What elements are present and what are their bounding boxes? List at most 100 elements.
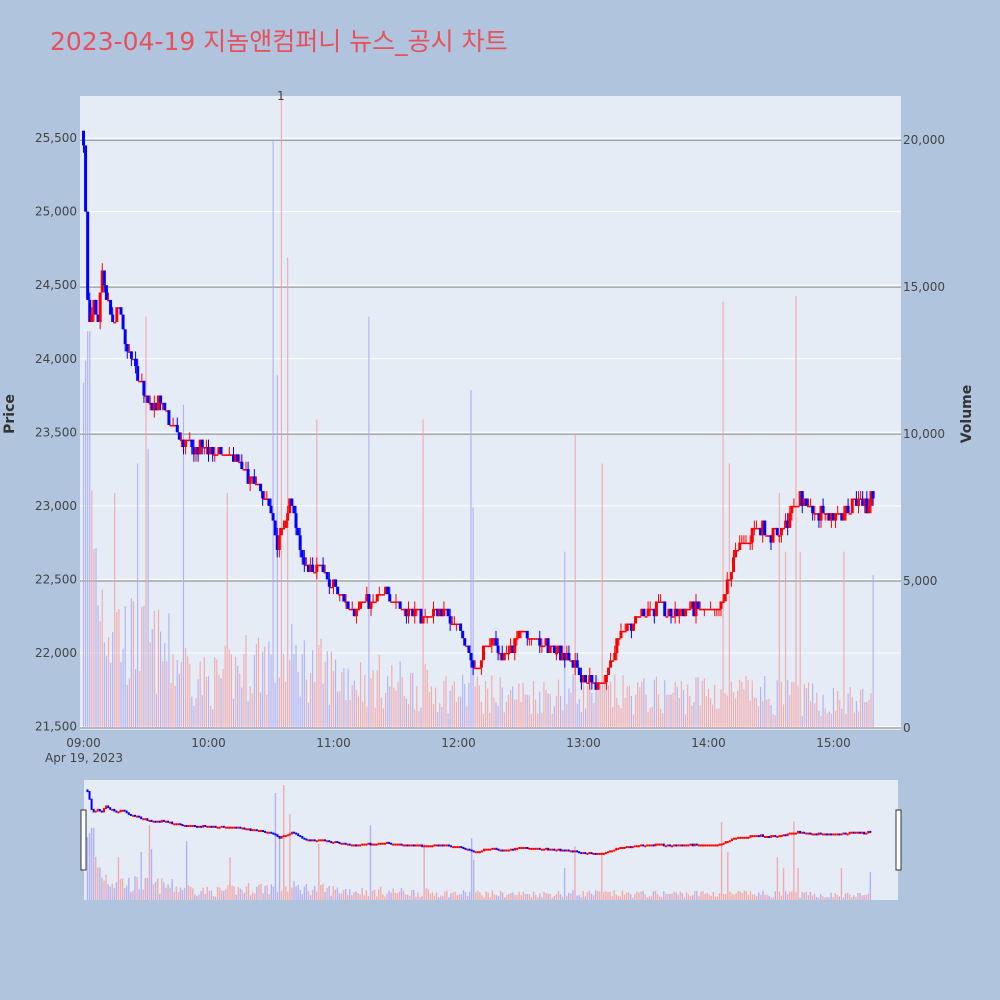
mini-volume-bar [834,893,836,900]
mini-volume-bar [289,814,291,900]
candle-body [536,638,540,640]
range-slider[interactable] [80,780,902,900]
candle-body [263,498,267,500]
mini-volume-bar [516,894,518,900]
candle-body [692,601,696,617]
volume-bar [772,714,774,728]
candle-body [404,608,408,617]
volume-bar [730,681,732,728]
range-slider-left-handle[interactable] [80,809,87,871]
candle-body [336,586,340,595]
candle-body [157,395,160,411]
mini-candle [627,846,630,849]
mini-candle [241,827,244,830]
mini-volume-bar [365,890,368,900]
mini-candle [662,843,665,847]
range-slider-right-handle[interactable] [895,809,902,871]
mini-volume-bar [526,893,529,900]
mini-volume-bar [786,894,789,900]
volume-bar [816,692,818,728]
mini-volume-bar [233,886,235,900]
candle-body [798,491,802,506]
mini-volume-bar [150,849,153,900]
mini-candle [759,834,762,837]
mini-volume-bar [305,884,308,900]
mini-volume-bar [105,874,107,900]
mini-candle [580,852,583,855]
candle-body [807,505,810,508]
volume-bar [560,696,562,728]
mini-volume-bar [820,893,822,900]
volume-bar [732,692,735,728]
volume-bar [476,676,478,728]
volume-bar [170,682,172,728]
candle-body [240,461,244,470]
mini-volume-bar [435,892,438,900]
candle-body [415,608,419,611]
mini-volume-bar [619,896,622,900]
mini-volume-bar [590,893,593,900]
candle-body [411,608,415,617]
mini-candle [385,841,388,844]
volume-bar [407,703,410,728]
volume-bar [724,693,726,728]
mini-volume-bar [384,896,386,900]
candle-body [715,608,719,611]
volume-bar [660,708,662,728]
mini-candle [305,838,308,841]
volume-bar [141,606,143,728]
volume-bar [314,681,316,728]
mini-volume-bar [623,894,626,900]
volume-bar [195,698,197,728]
mini-candle [644,845,647,848]
candle-body [571,660,575,668]
mini-volume-bar [809,891,812,900]
volume-bar [435,687,437,728]
candle-body [850,498,854,514]
volume-bar [105,655,107,728]
mini-candle [588,852,591,855]
candle-body [509,645,513,653]
volume-bar [387,676,389,728]
mini-volume-bar [330,895,332,900]
candle-body [590,675,594,683]
candle-body [436,608,440,617]
candle-body [682,608,685,617]
mini-volume-bar [349,889,351,900]
volume-bar [203,656,205,728]
volume-bar [622,675,624,728]
mini-volume-bar [570,893,572,900]
mini-volume-bar [183,887,186,900]
candle-body [152,402,156,411]
mini-volume-bar [369,825,372,900]
mini-volume-bar [212,895,215,900]
mini-candle [625,846,628,849]
volume-bar [512,686,514,728]
candle-body [146,395,150,403]
volume-bar [574,434,576,728]
volume-bar [499,677,501,728]
mini-volume-bar [780,895,783,900]
candle-body [248,476,252,484]
volume-bar [849,686,851,728]
mini-volume-bar [857,893,859,900]
volume-bar [310,672,312,728]
volume-bar [247,701,249,728]
mini-candle [107,805,110,809]
volume-bar [266,694,268,728]
mini-candle [530,847,533,850]
candle-body [800,491,804,506]
mini-volume-bar [869,872,872,900]
candle-body [348,608,352,611]
candle-body [794,505,798,508]
volume-bar [582,678,585,728]
mini-candle [714,844,717,847]
mini-volume-bar [165,887,167,900]
volume-bar [503,712,505,728]
candle-body [88,299,92,322]
candle-body [863,498,867,506]
candle-body [657,601,660,603]
candle-body [513,638,517,653]
volume-bar [335,659,337,728]
candle-body [492,638,496,640]
